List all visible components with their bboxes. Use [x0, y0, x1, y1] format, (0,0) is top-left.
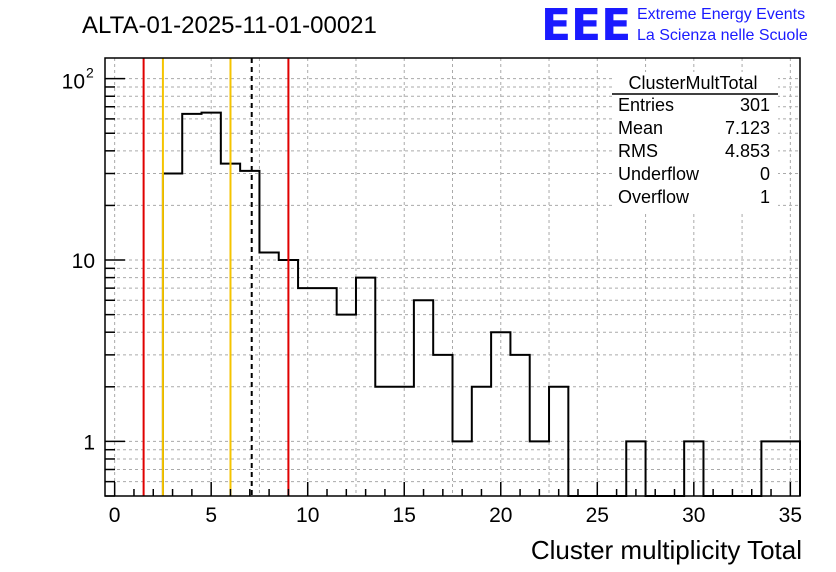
stats-title: ClusterMultTotal [628, 73, 757, 93]
logo-line-1: Extreme Energy Events [637, 6, 805, 23]
histogram-outline [161, 111, 801, 497]
stats-box: ClusterMultTotal Entries 301 Mean 7.123 RMS 4… [612, 72, 778, 212]
x-tick-labels: 0 5 10 15 20 25 30 35 [109, 504, 802, 527]
x-tick-label: 25 [586, 504, 609, 527]
histogram [161, 111, 801, 497]
y-tick-label-1: 1 [83, 431, 95, 454]
stats-value: 301 [740, 95, 770, 115]
logo-line-2: La Scienza nelle Scuole [637, 27, 808, 44]
stats-rows: Entries 301 Mean 7.123 RMS 4.853 Underflow 0 Ove… [618, 95, 770, 207]
x-tick-label: 15 [393, 504, 416, 527]
stats-label: Overflow [618, 187, 690, 207]
x-tick-label: 10 [296, 504, 319, 527]
x-tick-label: 0 [109, 504, 121, 527]
stats-label: Mean [618, 118, 663, 138]
eee-logo: EEE Extreme Energy Events La Scienza nel… [541, 0, 808, 51]
stats-label: Underflow [618, 164, 700, 184]
x-tick-label: 5 [205, 504, 217, 527]
axis-ticks [105, 77, 792, 497]
stats-value: 1 [760, 187, 770, 207]
y-tick-label-100-exponent: 2 [86, 65, 94, 81]
y-tick-labels: 1 10 10 2 [62, 65, 95, 455]
stats-label: Entries [618, 95, 674, 115]
stats-value: 4.853 [725, 141, 770, 161]
x-tick-label: 35 [779, 504, 802, 527]
y-tick-label-100: 10 [62, 71, 85, 94]
x-tick-label: 30 [682, 504, 705, 527]
x-axis-label: Cluster multiplicity Total [531, 535, 802, 565]
y-tick-label-10: 10 [72, 250, 95, 273]
stats-value: 7.123 [725, 118, 770, 138]
stats-box-background [612, 72, 778, 212]
chart-title: ALTA-01-2025-11-01-00021 [82, 12, 377, 39]
threshold-lines [142, 58, 290, 496]
stats-label: RMS [618, 141, 658, 161]
x-tick-label: 20 [489, 504, 512, 527]
stats-value: 0 [760, 164, 770, 184]
logo-letters: EEE [541, 0, 631, 51]
grid-lines [105, 58, 800, 496]
